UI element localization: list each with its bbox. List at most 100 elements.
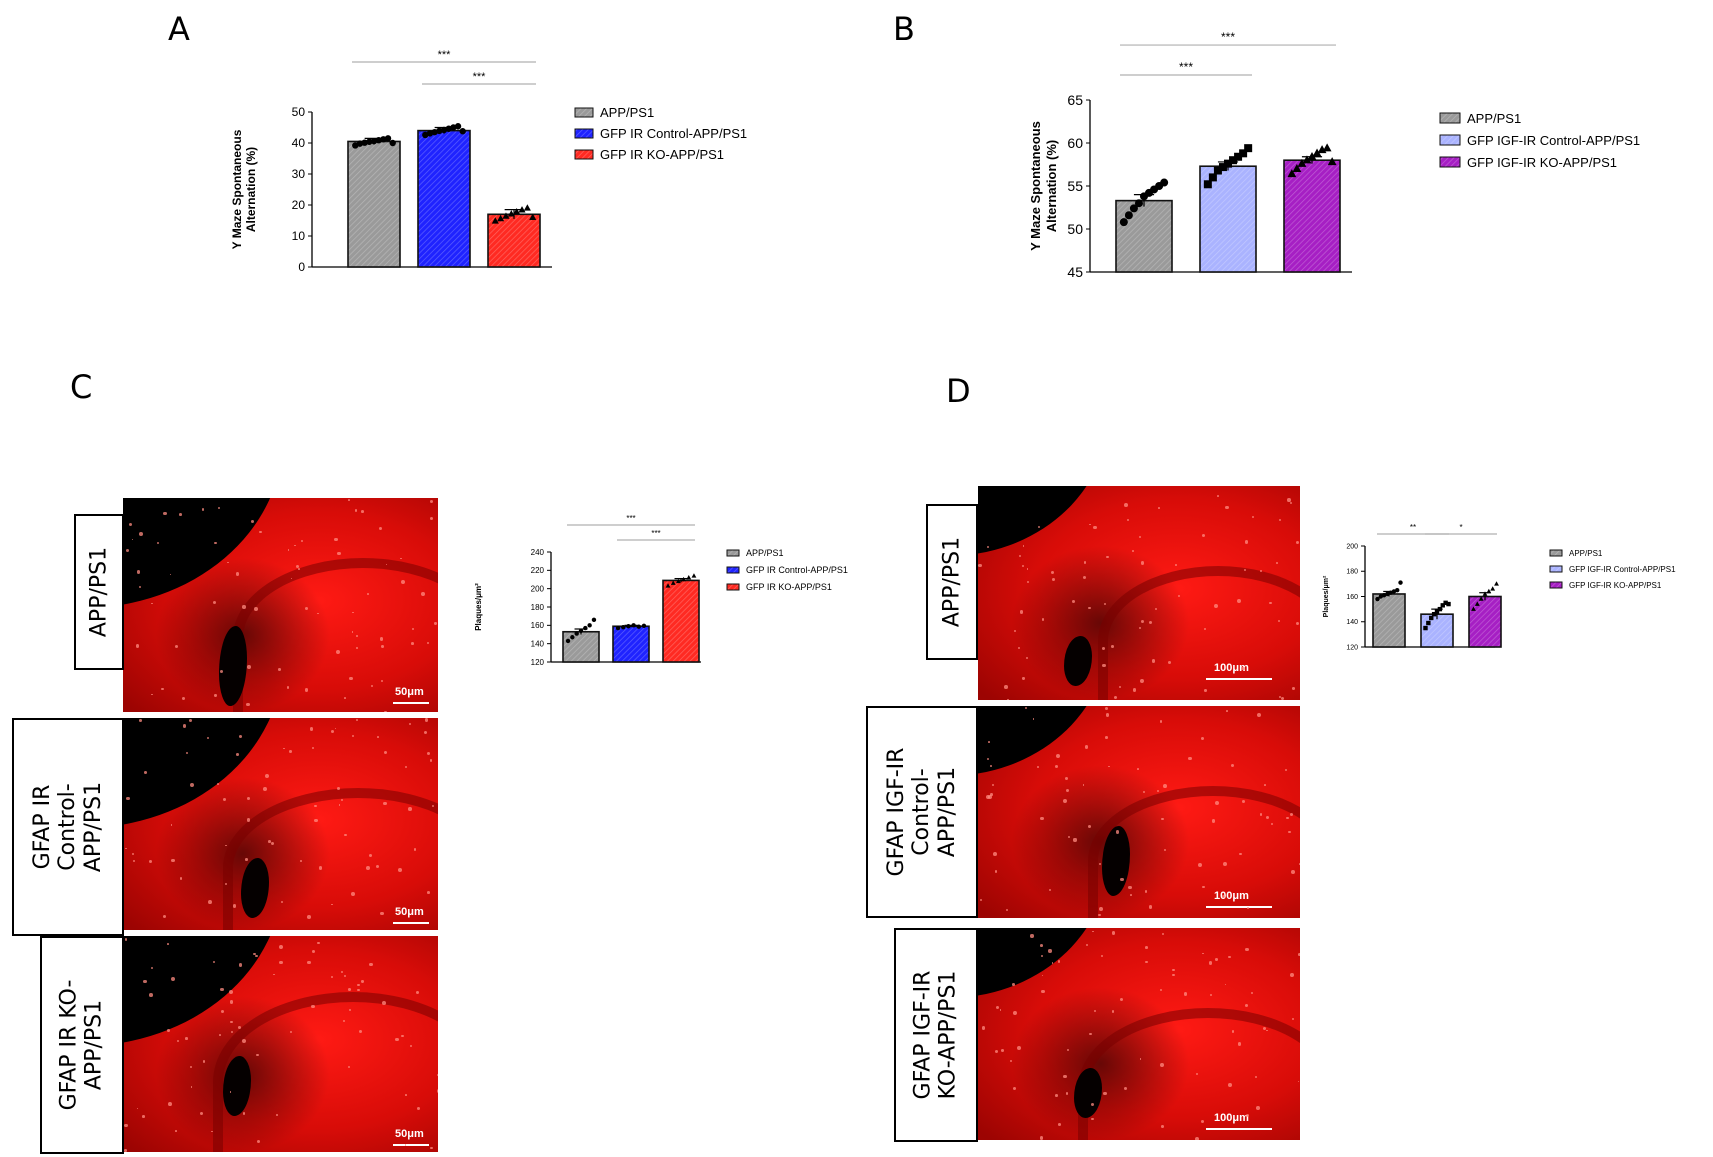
plaque-dot	[1089, 1032, 1092, 1036]
plaque-dot	[1246, 1113, 1250, 1117]
plaque-dot	[355, 719, 359, 722]
plaque-dot	[383, 801, 387, 805]
plaque-dot	[202, 1059, 206, 1063]
plaque-dot	[294, 544, 297, 547]
plaque-dot	[279, 960, 283, 964]
plaque-dot	[1013, 1087, 1017, 1091]
c-point	[570, 635, 575, 640]
plaque-dot	[1083, 561, 1087, 564]
plaque-dot	[990, 793, 994, 796]
plaque-dot	[1151, 659, 1156, 663]
plaque-dot	[1164, 848, 1167, 852]
c-ytick-label: 120	[531, 658, 545, 667]
plaque-dot	[356, 647, 358, 650]
b-point	[1307, 151, 1317, 160]
plaque-dot	[1084, 745, 1089, 749]
a-ytick-label: 30	[292, 167, 306, 181]
plaque-dot	[338, 804, 341, 807]
row-label-d-control: GFAP IGF-IR Control- APP/PS1	[866, 706, 978, 918]
plaque-dot	[1263, 783, 1266, 786]
plaque-dot	[236, 753, 239, 757]
plaque-dot	[259, 530, 262, 534]
plaque-dot	[1245, 947, 1250, 952]
plaque-dot	[1041, 618, 1044, 621]
plaque-dot	[1145, 961, 1148, 964]
panel-label-d: D	[946, 372, 971, 410]
plaque-dot	[337, 786, 341, 790]
d-point	[1434, 609, 1440, 614]
plaque-dot	[142, 979, 147, 984]
plaque-dot	[1263, 1026, 1267, 1030]
a-significance-label-1: ***	[473, 71, 487, 83]
plaque-dot	[217, 783, 219, 786]
plaque-dot	[355, 635, 358, 637]
plaque-dot	[247, 796, 251, 800]
plaque-dot	[1244, 568, 1247, 572]
plaque-dot	[212, 960, 216, 964]
scale-label-c3: 50μm	[395, 1128, 424, 1140]
row-label-c-app-ps1: APP/PS1	[74, 514, 124, 670]
plaque-dot	[167, 1102, 172, 1107]
plaque-dot	[368, 853, 373, 858]
plaque-dot	[1161, 1124, 1164, 1128]
plaque-dot	[410, 1045, 413, 1048]
b-point	[1327, 157, 1337, 166]
d-point	[1486, 588, 1492, 594]
plaque-dot	[1245, 1004, 1249, 1008]
plaque-dot	[417, 1107, 421, 1111]
plaque-dot	[344, 696, 346, 699]
d-point	[1474, 601, 1480, 606]
a-point	[497, 214, 505, 222]
plaque-dot	[404, 765, 407, 768]
plaque-dot	[270, 841, 274, 845]
c-point	[626, 624, 631, 629]
plaque-dot	[430, 759, 433, 762]
plaque-dot	[1284, 768, 1287, 771]
plaque-dot	[1265, 815, 1270, 820]
plaque-dot	[1071, 600, 1075, 604]
plaque-dot	[1063, 1074, 1067, 1079]
plaque-dot	[1119, 686, 1121, 688]
plaque-dot	[225, 844, 228, 847]
c-bar-0	[562, 630, 600, 663]
a-ytick-label: 40	[292, 136, 306, 150]
plaque-dot	[981, 1026, 986, 1030]
plaque-dot	[1251, 515, 1254, 518]
plaque-dot	[1099, 907, 1104, 911]
plaque-dot	[978, 564, 982, 568]
plaque-dot	[280, 900, 284, 904]
d-legend-label-1: GFP IGF-IR Control-APP/PS1	[1569, 565, 1676, 574]
scale-label-d3: 100μm	[1214, 1112, 1249, 1124]
plaque-dot	[1255, 1105, 1260, 1110]
plaque-dot	[1132, 688, 1137, 692]
plaque-dot	[1050, 570, 1055, 575]
plaque-dot	[1025, 656, 1028, 660]
plaque-dot	[1279, 518, 1282, 521]
plaque-dot	[1215, 958, 1218, 962]
plaque-dot	[987, 741, 990, 743]
plaque-dot	[208, 900, 213, 905]
plaque-dot	[256, 1054, 259, 1057]
plaque-dot	[1139, 1058, 1142, 1060]
plaque-dot	[992, 852, 997, 857]
plaque-dot	[1040, 944, 1044, 948]
plaque-dot	[1099, 862, 1102, 865]
c-point	[578, 628, 584, 634]
b-point	[1124, 211, 1133, 220]
plaque-dot	[245, 858, 248, 862]
plaque-dot	[1160, 989, 1163, 992]
plaque-dot	[1236, 598, 1241, 603]
plaque-dot	[1107, 765, 1110, 768]
plaque-dot	[1049, 889, 1052, 892]
plaque-dot	[230, 1020, 234, 1024]
plaque-dot	[999, 1008, 1002, 1011]
plaque-dot	[436, 1073, 438, 1076]
plaque-dot	[139, 718, 143, 722]
plaque-dot	[167, 1029, 171, 1032]
a-legend-swatch-0	[574, 107, 594, 118]
plaque-dot	[408, 807, 412, 811]
plaque-dot	[1239, 852, 1242, 855]
plaque-dot	[1055, 1094, 1058, 1098]
plaque-dot	[351, 734, 355, 738]
plaque-dot	[304, 688, 308, 692]
